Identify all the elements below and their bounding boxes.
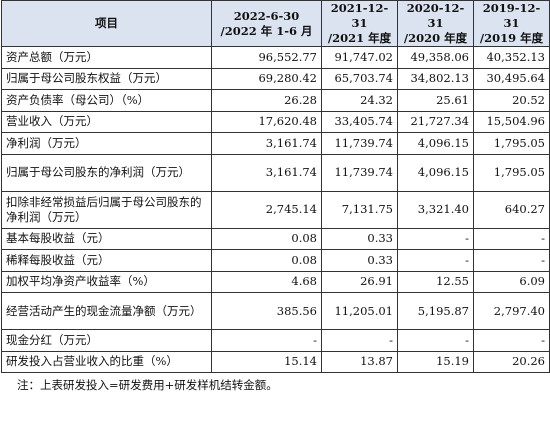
- row-value: 385.56: [211, 292, 322, 330]
- row-label: 研发投入占营业收入的比重（%）: [1, 350, 212, 373]
- row-value: 0.33: [321, 249, 398, 272]
- row-label: 加权平均净资产收益率（%）: [1, 270, 212, 293]
- table-row: 经营活动产生的现金流量净额（万元） 385.56 11,205.01 5,195.87…: [1, 292, 550, 330]
- row-value: 30,495.64: [473, 67, 550, 90]
- row-value: 34,802.13: [397, 67, 474, 90]
- row-value: 1,795.05: [473, 132, 550, 155]
- row-value: 15.19: [397, 350, 474, 373]
- row-value: 21,727.34: [397, 110, 474, 133]
- table-row: 加权平均净资产收益率（%） 4.68 26.91 12.55 6.09: [1, 270, 550, 293]
- row-value: 96,552.77: [211, 46, 322, 69]
- row-value: 25.61: [397, 89, 474, 112]
- row-value: 0.08: [211, 227, 322, 250]
- row-value: 69,280.42: [211, 67, 322, 90]
- row-label: 稀释每股收益（元）: [1, 249, 212, 272]
- row-value: 1,795.05: [473, 153, 550, 192]
- row-value: 640.27: [473, 190, 550, 229]
- row-label: 资产负债率（母公司）（%）: [1, 89, 212, 112]
- row-value: 0.33: [321, 227, 398, 250]
- row-label: 净利润（万元）: [1, 132, 212, 155]
- table-row: 基本每股收益（元） 0.08 0.33- -: [1, 227, 550, 250]
- table-row: 现金分红（万元） - - - -: [1, 329, 550, 352]
- row-value: 24.32: [321, 89, 398, 112]
- row-label: 基本每股收益（元）: [1, 227, 212, 250]
- header-row: 项目 2022-6-30/2022 年 1-6 月 2021-12-31/202…: [1, 0, 550, 47]
- row-value: 6.09: [473, 270, 550, 293]
- header-2019: 2019-12-31/2019 年度: [473, 0, 550, 47]
- table-row: 营业收入（万元） 17,620.48 33,405.74 21,727.34 15,50…: [1, 110, 550, 133]
- row-value: 2,797.40: [473, 292, 550, 330]
- row-value: 91,747.02: [321, 46, 398, 69]
- table-row: 资产负债率（母公司）（%） 26.28 24.32 25.61 20.52: [1, 89, 550, 112]
- table-row: 研发投入占营业收入的比重（%） 15.14 13.87 15.19 20.26: [1, 350, 550, 373]
- row-value: 20.52: [473, 89, 550, 112]
- row-value: -: [473, 249, 550, 272]
- row-value: 5,195.87: [397, 292, 474, 330]
- row-label: 资产总额（万元）: [1, 46, 212, 69]
- row-value: 12.55: [397, 270, 474, 293]
- row-value: -: [397, 329, 474, 352]
- financial-table-container: 项目 2022-6-30/2022 年 1-6 月 2021-12-31/202…: [1, 0, 550, 393]
- row-label: 归属于母公司股东的净利润（万元）: [1, 153, 212, 192]
- table-row: 资产总额（万元） 96,552.77 91,747.02 49,358.06 40,35…: [1, 46, 550, 69]
- row-value: 4.68: [211, 270, 322, 293]
- row-value: 26.91: [321, 270, 398, 293]
- row-value: 3,161.74: [211, 132, 322, 155]
- row-value: 11,205.01: [321, 292, 398, 330]
- table-row: 归属于母公司股东权益（万元） 69,280.42 65,703.74 34,802.1…: [1, 67, 550, 90]
- row-value: -: [321, 329, 398, 352]
- row-value: 11,739.74: [321, 153, 398, 192]
- row-value: -: [473, 329, 550, 352]
- table-row: 扣除非经常损益后归属于母公司股东的净利润（万元） 2,745.14 7,131.75…: [1, 190, 550, 229]
- row-value: 17,620.48: [211, 110, 322, 133]
- row-value: 0.08: [211, 249, 322, 272]
- row-value: 11,739.74: [321, 132, 398, 155]
- row-value: 26.28: [211, 89, 322, 112]
- row-value: -: [397, 227, 474, 250]
- header-2022h1: 2022-6-30/2022 年 1-6 月: [211, 0, 322, 47]
- header-2021: 2021-12-31/2021 年度: [321, 0, 398, 47]
- header-item: 项目: [1, 0, 212, 47]
- row-label: 归属于母公司股东权益（万元）: [1, 67, 212, 90]
- financial-data-table: 项目 2022-6-30/2022 年 1-6 月 2021-12-31/202…: [1, 0, 550, 373]
- row-value: 40,352.13: [473, 46, 550, 69]
- row-value: 3,321.40: [397, 190, 474, 229]
- row-value: 20.26: [473, 350, 550, 373]
- row-value: -: [397, 249, 474, 272]
- row-value: 7,131.75: [321, 190, 398, 229]
- row-label: 扣除非经常损益后归属于母公司股东的净利润（万元）: [1, 190, 212, 229]
- row-value: 49,358.06: [397, 46, 474, 69]
- table-row: 稀释每股收益（元） 0.08 0.33- -: [1, 249, 550, 272]
- row-value: -: [473, 227, 550, 250]
- row-value: 15.14: [211, 350, 322, 373]
- row-value: 4,096.15: [397, 153, 474, 192]
- row-value: 65,703.74: [321, 67, 398, 90]
- table-row: 归属于母公司股东的净利润（万元） 3,161.74 11,739.74 4,096.1…: [1, 153, 550, 192]
- row-value: 2,745.14: [211, 190, 322, 229]
- table-row: 净利润（万元） 3,161.74 11,739.74 4,096.15 1,795.05: [1, 132, 550, 155]
- table-body: 资产总额（万元） 96,552.77 91,747.02 49,358.06 40,35…: [1, 46, 550, 373]
- row-value: 33,405.74: [321, 110, 398, 133]
- row-label: 营业收入（万元）: [1, 110, 212, 133]
- row-label: 经营活动产生的现金流量净额（万元）: [1, 292, 212, 330]
- row-value: -: [211, 329, 322, 352]
- row-label: 现金分红（万元）: [1, 329, 212, 352]
- table-header: 项目 2022-6-30/2022 年 1-6 月 2021-12-31/202…: [1, 0, 550, 47]
- row-value: 15,504.96: [473, 110, 550, 133]
- row-value: 3,161.74: [211, 153, 322, 192]
- row-value: 13.87: [321, 350, 398, 373]
- table-footnote: 注：上表研发投入=研发费用+研发样机结转金额。: [17, 378, 278, 392]
- header-2020: 2020-12-31/2020 年度: [397, 0, 474, 47]
- row-value: 4,096.15: [397, 132, 474, 155]
